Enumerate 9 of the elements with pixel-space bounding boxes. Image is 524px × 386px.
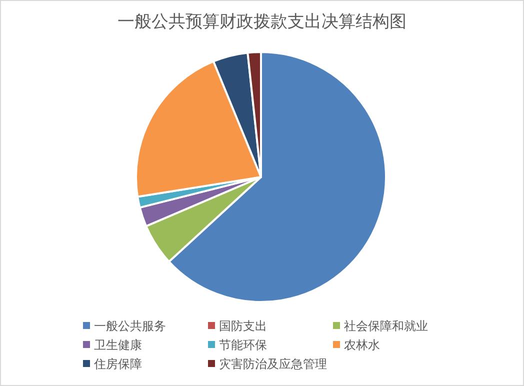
legend-label: 社会保障和就业 [344,319,428,333]
legend-label: 农林水 [344,338,380,352]
legend-label: 节能环保 [219,338,267,352]
legend-label: 住房保障 [93,357,142,371]
legend-label: 卫生健康 [94,338,142,352]
legend-label: 国防支出 [219,319,267,333]
legend-label: 灾害防治及应急管理 [219,357,327,371]
legend-label: 一般公共服务 [94,319,166,333]
chart-title: 一般公共预算财政拨款支出决算结构图 [118,12,406,32]
